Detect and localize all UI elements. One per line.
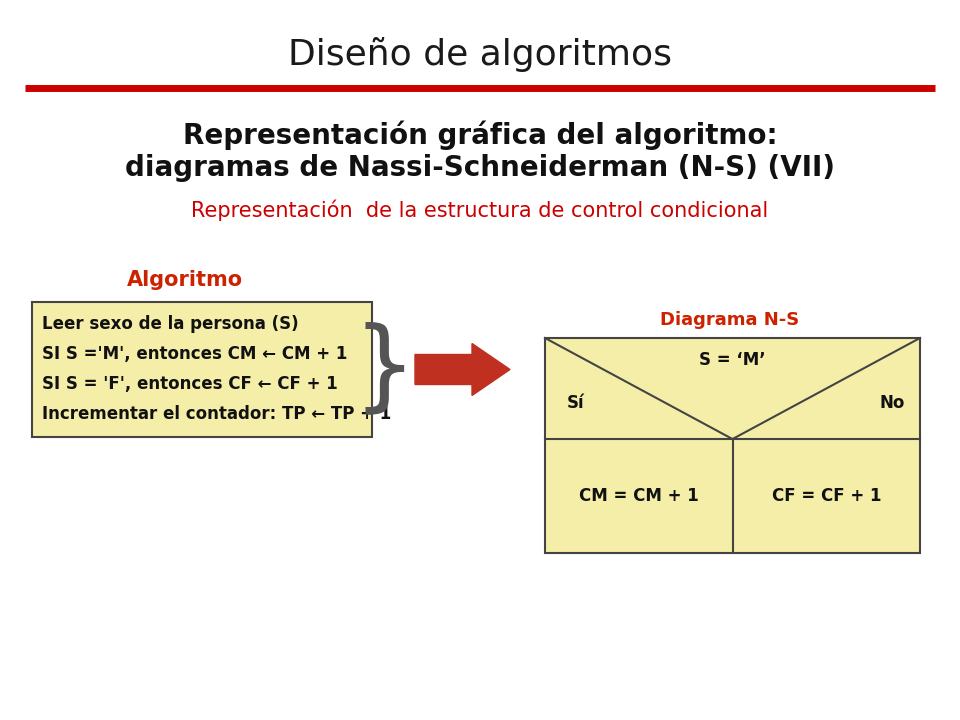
Text: Sí: Sí xyxy=(567,394,585,412)
Text: Representación  de la estructura de control condicional: Representación de la estructura de contr… xyxy=(191,199,769,221)
Text: SI S ='M', entonces CM ← CM + 1: SI S ='M', entonces CM ← CM + 1 xyxy=(42,345,348,363)
Text: Diseño de algoritmos: Diseño de algoritmos xyxy=(288,37,672,73)
Bar xyxy=(32,302,372,437)
Text: Diagrama N-S: Diagrama N-S xyxy=(660,311,800,329)
Text: diagramas de Nassi-Schneiderman (N-S) (VII): diagramas de Nassi-Schneiderman (N-S) (V… xyxy=(125,154,835,182)
Text: S = ‘M’: S = ‘M’ xyxy=(699,351,766,369)
Text: CF = CF + 1: CF = CF + 1 xyxy=(772,487,881,505)
Text: SI S = 'F', entonces CF ← CF + 1: SI S = 'F', entonces CF ← CF + 1 xyxy=(42,375,338,393)
Text: Representación gráfica del algoritmo:: Representación gráfica del algoritmo: xyxy=(182,120,778,150)
Text: }: } xyxy=(352,321,416,418)
Text: Leer sexo de la persona (S): Leer sexo de la persona (S) xyxy=(42,315,299,333)
FancyArrow shape xyxy=(415,343,510,395)
Bar xyxy=(545,338,920,553)
Text: Incrementar el contador: TP ← TP + 1: Incrementar el contador: TP ← TP + 1 xyxy=(42,405,392,423)
Text: No: No xyxy=(879,394,905,412)
Text: CM = CM + 1: CM = CM + 1 xyxy=(579,487,699,505)
Bar xyxy=(545,338,920,553)
Text: Algoritmo: Algoritmo xyxy=(127,270,243,290)
